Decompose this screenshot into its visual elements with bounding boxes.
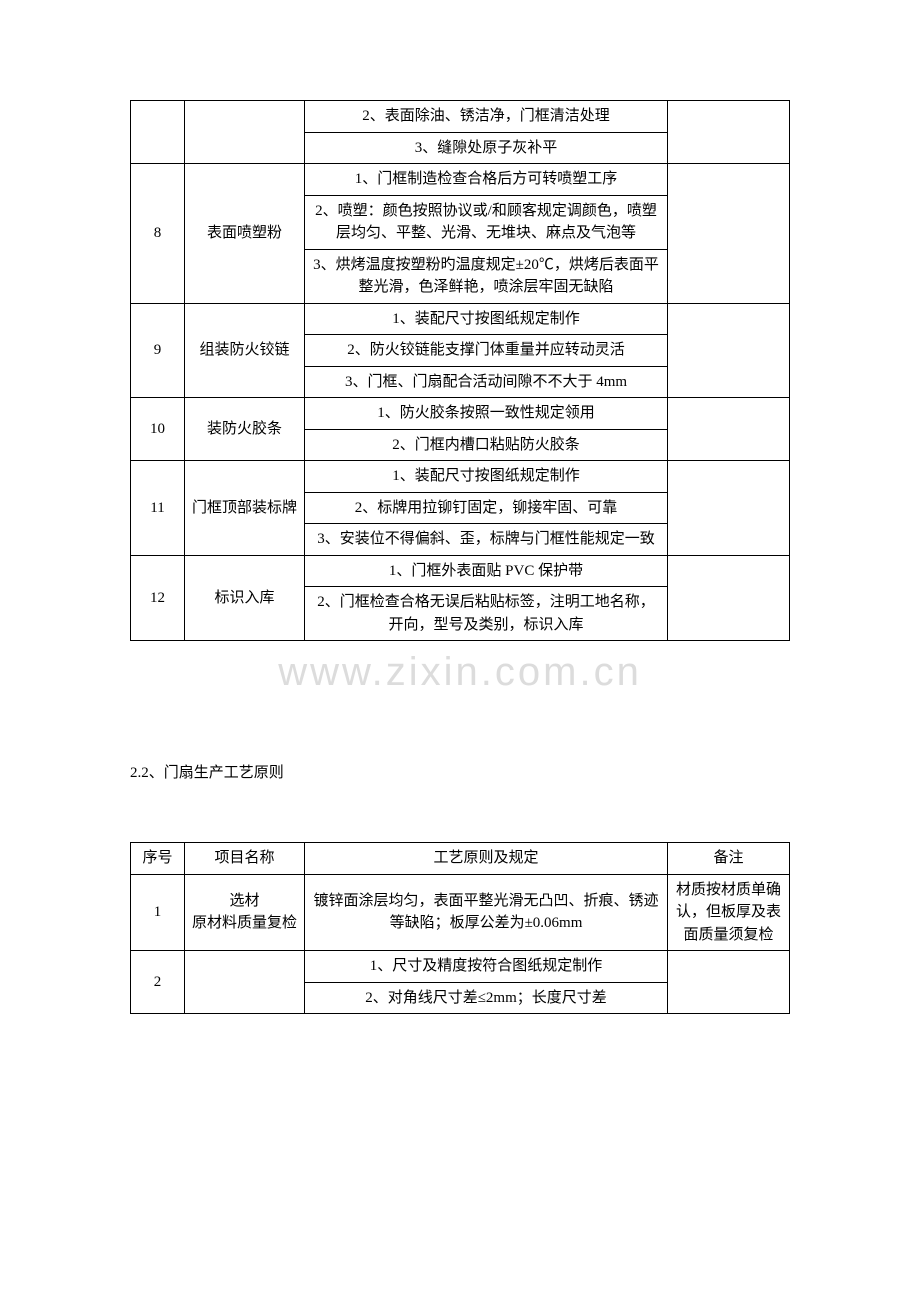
name-cell: 组装防火铰链 xyxy=(185,303,305,398)
name-cell: 选材 原材料质量复检 xyxy=(185,874,305,951)
process-table-1: 2、表面除油、锈洁净，门框清洁处理3、缝隙处原子灰补平8表面喷塑粉1、门框制造检… xyxy=(130,100,790,641)
note-cell xyxy=(668,461,790,556)
req-cell: 镀锌面涂层均匀，表面平整光滑无凸凹、折痕、锈迹等缺陷；板厚公差为±0.06mm xyxy=(305,874,668,951)
req-cell: 1、门框制造检查合格后方可转喷塑工序 xyxy=(305,164,668,196)
seq-cell: 1 xyxy=(131,874,185,951)
seq-cell: 8 xyxy=(131,164,185,304)
req-cell: 2、门框检查合格无误后粘贴标签，注明工地名称，开向，型号及类别，标识入库 xyxy=(305,587,668,641)
seq-cell: 2 xyxy=(131,951,185,1014)
seq-cell: 11 xyxy=(131,461,185,556)
seq-cell: 12 xyxy=(131,555,185,641)
req-cell: 2、防火铰链能支撑门体重量并应转动灵活 xyxy=(305,335,668,367)
table-row: 10装防火胶条1、防火胶条按照一致性规定领用 xyxy=(131,398,790,430)
req-cell: 2、标牌用拉铆钉固定，铆接牢固、可靠 xyxy=(305,492,668,524)
req-cell: 3、缝隙处原子灰补平 xyxy=(305,132,668,164)
seq-cell: 10 xyxy=(131,398,185,461)
req-cell: 3、安装位不得偏斜、歪，标牌与门框性能规定一致 xyxy=(305,524,668,556)
table-row: 9组装防火铰链1、装配尺寸按图纸规定制作 xyxy=(131,303,790,335)
seq-cell xyxy=(131,101,185,164)
req-cell: 1、装配尺寸按图纸规定制作 xyxy=(305,461,668,493)
header-note: 备注 xyxy=(668,843,790,875)
name-cell: 装防火胶条 xyxy=(185,398,305,461)
req-cell: 3、门框、门扇配合活动间隙不不大于 4mm xyxy=(305,366,668,398)
req-cell: 1、尺寸及精度按符合图纸规定制作 xyxy=(305,951,668,983)
table-row: 1选材 原材料质量复检镀锌面涂层均匀，表面平整光滑无凸凹、折痕、锈迹等缺陷；板厚… xyxy=(131,874,790,951)
table-row: 2、表面除油、锈洁净，门框清洁处理 xyxy=(131,101,790,133)
header-seq: 序号 xyxy=(131,843,185,875)
header-req: 工艺原则及规定 xyxy=(305,843,668,875)
req-cell: 2、门框内槽口粘贴防火胶条 xyxy=(305,429,668,461)
seq-cell: 9 xyxy=(131,303,185,398)
note-cell xyxy=(668,101,790,164)
req-cell: 1、防火胶条按照一致性规定领用 xyxy=(305,398,668,430)
note-cell xyxy=(668,303,790,398)
section-2-title: 2.2、门扇生产工艺原则 xyxy=(130,761,790,782)
note-cell xyxy=(668,398,790,461)
req-cell: 2、对角线尺寸差≤2mm；长度尺寸差 xyxy=(305,982,668,1014)
req-cell: 3、烘烤温度按塑粉旳温度规定±20℃，烘烤后表面平整光滑，色泽鲜艳，喷涂层牢固无… xyxy=(305,249,668,303)
req-cell: 2、喷塑：颜色按照协议或/和顾客规定调颜色，喷塑层均匀、平整、光滑、无堆块、麻点… xyxy=(305,195,668,249)
table-row: 8表面喷塑粉1、门框制造检查合格后方可转喷塑工序 xyxy=(131,164,790,196)
name-cell xyxy=(185,951,305,1014)
note-cell xyxy=(668,951,790,1014)
name-cell: 门框顶部装标牌 xyxy=(185,461,305,556)
header-name: 项目名称 xyxy=(185,843,305,875)
note-cell xyxy=(668,555,790,641)
req-cell: 2、表面除油、锈洁净，门框清洁处理 xyxy=(305,101,668,133)
name-cell: 表面喷塑粉 xyxy=(185,164,305,304)
table-row: 11门框顶部装标牌1、装配尺寸按图纸规定制作 xyxy=(131,461,790,493)
note-cell: 材质按材质单确认，但板厚及表面质量须复检 xyxy=(668,874,790,951)
req-cell: 1、装配尺寸按图纸规定制作 xyxy=(305,303,668,335)
table-row: 12标识入库1、门框外表面贴 PVC 保护带 xyxy=(131,555,790,587)
process-table-2: 序号 项目名称 工艺原则及规定 备注 1选材 原材料质量复检镀锌面涂层均匀，表面… xyxy=(130,842,790,1014)
table2-header-row: 序号 项目名称 工艺原则及规定 备注 xyxy=(131,843,790,875)
name-cell xyxy=(185,101,305,164)
table-row: 21、尺寸及精度按符合图纸规定制作 xyxy=(131,951,790,983)
req-cell: 1、门框外表面贴 PVC 保护带 xyxy=(305,555,668,587)
name-cell: 标识入库 xyxy=(185,555,305,641)
note-cell xyxy=(668,164,790,304)
